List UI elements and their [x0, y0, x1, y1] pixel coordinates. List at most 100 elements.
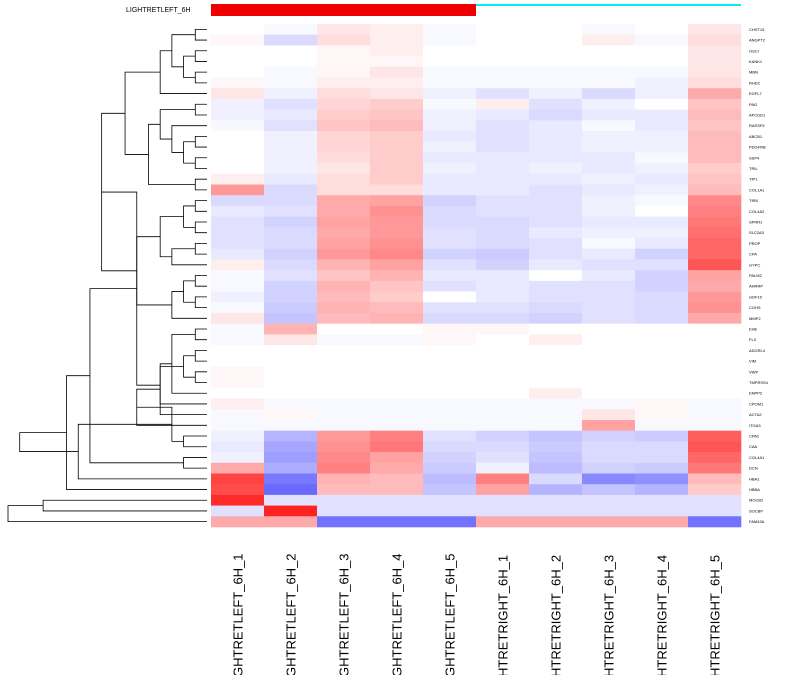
dendrogram-branch	[42, 499, 207, 512]
heatmap-cell	[582, 334, 636, 346]
dendrogram-branch	[183, 205, 196, 228]
heatmap-cell	[370, 473, 424, 485]
heatmap-cell	[529, 430, 583, 442]
heatmap-cell	[688, 248, 742, 260]
heatmap-cell	[370, 334, 424, 346]
row-label: PDGFRB	[749, 145, 766, 150]
heatmap-cell	[211, 141, 265, 153]
heatmap-cell	[529, 216, 583, 228]
heatmap-cell	[635, 345, 689, 357]
heatmap-cell	[317, 205, 371, 217]
heatmap-cell	[211, 516, 265, 528]
heatmap-cell	[423, 345, 477, 357]
heatmap-cell	[582, 484, 636, 496]
heatmap-cell	[370, 45, 424, 57]
heatmap-cell	[529, 98, 583, 110]
heatmap-cell	[476, 441, 530, 453]
heatmap-cell	[370, 24, 424, 35]
heatmap-cell	[688, 184, 742, 196]
row-label: ITGA3	[749, 423, 761, 428]
heatmap-cell	[317, 291, 371, 303]
heatmap-cell	[582, 216, 636, 228]
dendrogram-branch	[136, 236, 172, 306]
heatmap-cell	[688, 312, 742, 324]
heatmap-cell	[582, 366, 636, 378]
heatmap-cell	[423, 163, 477, 175]
heatmap-cell	[688, 323, 742, 335]
heatmap-cell	[264, 334, 318, 346]
heatmap-cell	[582, 291, 636, 303]
heatmap-cell	[476, 312, 530, 324]
heatmap-cell	[529, 109, 583, 121]
heatmap-cell	[264, 109, 318, 121]
heatmap-cell	[529, 419, 583, 431]
heatmap-cell	[688, 505, 742, 517]
heatmap-cell	[317, 259, 371, 271]
dendrogram-branch	[194, 221, 207, 234]
heatmap-cell	[264, 462, 318, 474]
heatmap-cell	[582, 270, 636, 282]
heatmap-cells	[211, 24, 742, 528]
heatmap-cell	[317, 302, 371, 314]
heatmap-cell	[370, 419, 424, 431]
heatmap-cell	[370, 270, 424, 282]
heatmap-cell	[476, 452, 530, 464]
heatmap-cell	[370, 505, 424, 517]
heatmap-cell	[582, 398, 636, 410]
heatmap-cell	[582, 173, 636, 185]
row-label: RHD2	[749, 80, 761, 85]
heatmap-cell	[476, 238, 530, 250]
heatmap-cell	[317, 56, 371, 68]
heatmap-cell	[582, 205, 636, 217]
heatmap-cell	[211, 323, 265, 335]
heatmap-cell	[476, 98, 530, 110]
heatmap-cell	[423, 302, 477, 314]
heatmap-cell	[211, 77, 265, 89]
heatmap-cell	[264, 77, 318, 89]
heatmap-cell	[582, 56, 636, 68]
heatmap-cell	[582, 355, 636, 367]
heatmap-cell	[370, 441, 424, 453]
heatmap-cell	[264, 302, 318, 314]
heatmap-cell	[317, 238, 371, 250]
heatmap-cell	[635, 66, 689, 78]
heatmap-cell	[423, 280, 477, 292]
heatmap-cell	[317, 120, 371, 132]
heatmap-cell	[688, 430, 742, 442]
heatmap-cell	[688, 494, 742, 506]
heatmap-cell	[529, 77, 583, 89]
heatmap-cell	[529, 409, 583, 421]
heatmap-cell	[529, 312, 583, 324]
row-label: CAA	[749, 444, 758, 449]
heatmap-cell	[211, 366, 265, 378]
row-label: PAI2	[749, 102, 758, 107]
row-label: SSP4	[749, 155, 760, 160]
heatmap-cell	[211, 152, 265, 164]
heatmap-cell	[211, 505, 265, 517]
heatmap-cell	[688, 141, 742, 153]
heatmap-cell	[529, 516, 583, 528]
heatmap-cell	[423, 152, 477, 164]
heatmap-cell	[423, 516, 477, 528]
heatmap-cell	[370, 34, 424, 46]
column-label: HTRETRIGHT_6H_3	[602, 555, 617, 675]
heatmap-cell	[211, 452, 265, 464]
heatmap-cell	[476, 152, 530, 164]
heatmap-cell	[582, 323, 636, 335]
heatmap-cell	[529, 131, 583, 143]
heatmap-cell	[370, 377, 424, 389]
heatmap-cell	[688, 109, 742, 121]
row-label: TIR8	[749, 198, 758, 203]
row-label: COL4A2	[749, 209, 765, 214]
heatmap-cell	[370, 131, 424, 143]
heatmap-cell	[370, 302, 424, 314]
dendrogram-branch	[171, 125, 207, 153]
heatmap-cell	[423, 473, 477, 485]
heatmap-cell	[635, 387, 689, 399]
row-label: SLC2A3	[749, 230, 765, 235]
heatmap-cell	[264, 227, 318, 239]
heatmap-cell	[264, 259, 318, 271]
heatmap-cell	[370, 452, 424, 464]
heatmap-cell	[529, 238, 583, 250]
heatmap-cell	[317, 323, 371, 335]
